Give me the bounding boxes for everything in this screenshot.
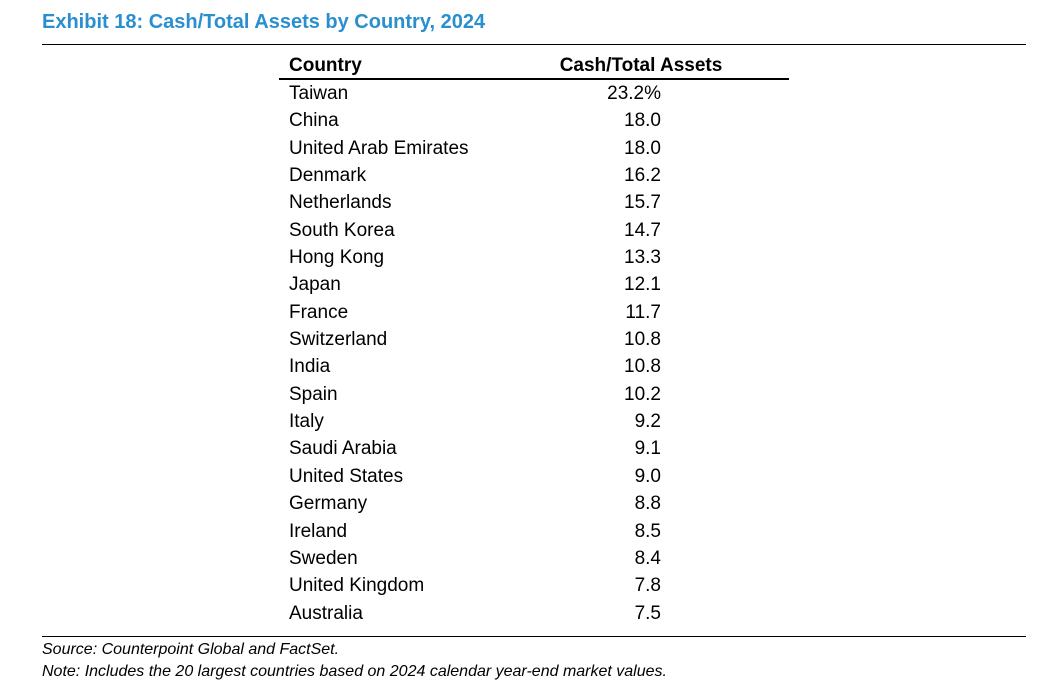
value-cell: 13.3 (624, 247, 661, 269)
table-row: Spain 10.2 (279, 381, 789, 408)
value-cell: 9.0 (634, 465, 661, 487)
country-cell: Taiwan (289, 83, 349, 104)
table-row: Australia 7.5 (279, 600, 789, 627)
country-cell: United States (289, 465, 404, 487)
table-row: Japan 12.1 (279, 271, 789, 298)
country-cell: Spain (289, 383, 338, 405)
value-cell: 16.2 (624, 165, 661, 187)
value-cell: 11.7 (625, 301, 661, 323)
table-row: Saudi Arabia 9.1 (279, 435, 789, 462)
table-row: Italy 9.2 (279, 408, 789, 435)
table-row: United Arab Emirates 18.0 (279, 135, 789, 162)
country-cell: Denmark (289, 165, 367, 187)
table-row: Sweden 8.4 (279, 545, 789, 572)
footnote-note: Note: Includes the 20 largest countries … (42, 663, 667, 680)
top-rule (42, 44, 1026, 45)
country-cell: South Korea (289, 219, 395, 241)
bottom-rule (42, 636, 1026, 637)
value-cell: 7.8 (634, 575, 661, 597)
table-row: India 10.8 (279, 353, 789, 380)
country-cell: United Kingdom (289, 575, 425, 597)
value-cell: 9.1 (634, 438, 661, 460)
table-row: Netherlands 15.7 (279, 189, 789, 216)
country-cell: Japan (289, 274, 341, 296)
country-cell: France (289, 301, 349, 323)
table-row: Denmark 16.2 (279, 162, 789, 189)
header-country: Country (289, 55, 362, 76)
table-row: Hong Kong 13.3 (279, 244, 789, 271)
table-row: South Korea 14.7 (279, 217, 789, 244)
value-cell: 23.2% (607, 83, 661, 104)
value-cell: 10.2 (624, 383, 661, 405)
value-cell: 14.7 (624, 219, 661, 241)
country-cell: Italy (289, 411, 324, 433)
table-row: France 11.7 (279, 299, 789, 326)
country-cell: Netherlands (289, 192, 392, 214)
table-body: Taiwan 23.2% China 18.0 United Arab Emirates… (279, 80, 789, 627)
country-cell: Sweden (289, 547, 358, 569)
value-cell: 9.2 (634, 411, 661, 433)
table-row: China 18.0 (279, 107, 789, 134)
country-cell: Hong Kong (289, 247, 385, 269)
country-cell: India (289, 356, 331, 378)
cash-assets-table: Country Cash/Total Assets Taiwan 23.2% Chi… (279, 53, 789, 627)
table-row: United Kingdom 7.8 (279, 572, 789, 599)
country-cell: Switzerland (289, 329, 388, 351)
country-cell: Ireland (289, 520, 348, 542)
table-row: Ireland 8.5 (279, 518, 789, 545)
table-row: Taiwan 23.2% (279, 80, 789, 107)
exhibit-title: Exhibit 18: Cash/Total Assets by Country… (42, 11, 486, 33)
table-row: United States 9.0 (279, 463, 789, 490)
source-note: Source: Counterpoint Global and FactSet. (42, 641, 340, 658)
table-header: Country Cash/Total Assets (279, 53, 789, 80)
value-cell: 18.0 (624, 110, 661, 132)
value-cell: 10.8 (624, 356, 661, 378)
value-cell: 7.5 (634, 602, 661, 624)
country-cell: Australia (289, 602, 363, 624)
country-cell: United Arab Emirates (289, 137, 469, 159)
country-cell: China (289, 110, 339, 132)
country-cell: Germany (289, 493, 368, 515)
country-cell: Saudi Arabia (289, 438, 397, 460)
value-cell: 12.1 (624, 274, 661, 296)
value-cell: 15.7 (624, 192, 661, 214)
value-cell: 8.8 (634, 493, 661, 515)
header-cash-total-assets: Cash/Total Assets (559, 55, 723, 76)
value-cell: 18.0 (624, 137, 661, 159)
value-cell: 10.8 (624, 329, 661, 351)
table-row: Switzerland 10.8 (279, 326, 789, 353)
value-cell: 8.4 (634, 547, 661, 569)
value-cell: 8.5 (634, 520, 661, 542)
table-row: Germany 8.8 (279, 490, 789, 517)
